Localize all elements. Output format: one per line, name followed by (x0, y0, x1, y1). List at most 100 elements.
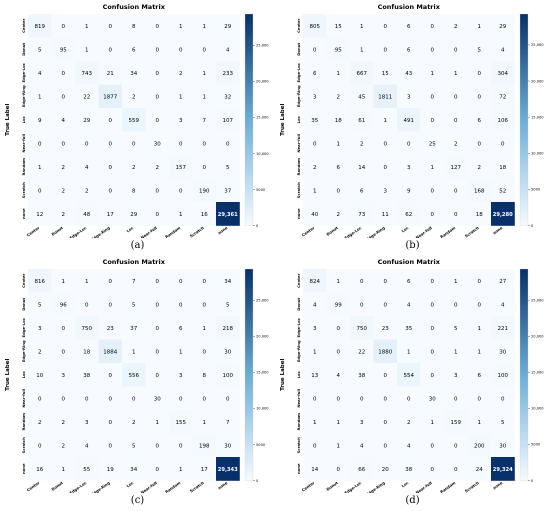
heatmap-cell-2-6 (444, 316, 468, 340)
cell-value-label: 2 (132, 420, 136, 426)
x-tick-label-none: none (217, 480, 229, 490)
cell-value-label: 1880 (378, 349, 392, 355)
cell-value-label: 0 (179, 396, 183, 402)
heatmap-cell-4-3 (98, 108, 123, 132)
heatmap-cell-3-7 (192, 84, 217, 109)
cell-value-label: 0 (478, 94, 482, 100)
heatmap-cell-4-1 (326, 108, 351, 132)
cell-value-label: 6 (337, 165, 341, 171)
x-tick-label-donut: Donut (50, 480, 64, 492)
cell-value-label: 1 (337, 71, 341, 77)
cell-value-label: 9 (407, 188, 411, 194)
heatmap-cell-2-0 (28, 61, 52, 85)
cell-value-label: 0 (384, 279, 388, 285)
heatmap-cell-1-1 (51, 37, 76, 62)
cell-value-label: 15 (382, 71, 389, 77)
heatmap-cell-7-2 (350, 178, 374, 203)
cell-value-label: 1 (179, 467, 183, 473)
cell-value-label: 1 (313, 349, 317, 355)
heatmap-cell-0-1 (51, 269, 76, 293)
heatmap-cell-2-3 (98, 61, 123, 85)
cell-value-label: 0 (179, 443, 183, 449)
heatmap-cell-2-0 (28, 316, 52, 340)
colorbar-tick-label: 25,000 (256, 44, 269, 48)
heatmap-cell-1-6 (444, 292, 468, 317)
cell-value-label: 233 (223, 71, 234, 77)
cell-value-label: 5 (226, 302, 230, 308)
heatmap-cell-8-6 (444, 202, 468, 226)
cell-value-label: 0 (109, 47, 113, 53)
cell-value-label: 1 (431, 420, 435, 426)
cell-value-label: 0 (337, 467, 341, 473)
heatmap-cell-8-5 (145, 202, 170, 226)
heatmap-cell-4-1 (326, 363, 351, 387)
cell-value-label: 38 (358, 373, 365, 379)
heatmap-cell-4-3 (373, 363, 398, 387)
cell-value-label: 0 (384, 443, 388, 449)
heatmap-cell-0-7 (467, 14, 492, 38)
cell-value-label: 35 (405, 326, 412, 332)
y-tick-label-none: none (296, 208, 301, 219)
heatmap-cell-7-7 (467, 433, 492, 458)
heatmap-cell-6-0 (303, 155, 327, 179)
cell-value-label: 2 (337, 94, 341, 100)
cell-value-label: 5 (454, 326, 458, 332)
cell-value-label: 24 (476, 467, 483, 473)
heatmap-cell-6-3 (373, 410, 398, 434)
cell-value-label: 0 (384, 420, 388, 426)
cell-value-label: 2 (478, 165, 482, 171)
heatmap-cell-3-8 (216, 339, 240, 364)
heatmap-cell-6-1 (326, 410, 351, 434)
cell-value-label: 1 (478, 24, 482, 30)
cell-value-label: 10 (36, 373, 43, 379)
x-tick-label-loc: Loc (400, 480, 409, 488)
cell-value-label: 16 (201, 212, 208, 218)
heatmap-cell-3-8 (491, 339, 515, 364)
cell-value-label: 2 (38, 349, 42, 355)
y-tick-label-random: Random (21, 413, 26, 431)
cell-value-label: 157 (176, 165, 187, 171)
cell-value-label: 3 (85, 420, 89, 426)
heatmap-cell-7-1 (51, 178, 76, 203)
cell-value-label: 0 (478, 71, 482, 77)
heatmap-cell-2-0 (303, 61, 327, 85)
cell-value-label: 0 (478, 279, 482, 285)
y-tick-label-edge-ring: Edge-Ring (21, 85, 26, 107)
heatmap-cell-3-7 (192, 339, 217, 364)
x-tick-label-center: Center (26, 225, 41, 237)
heatmap-cell-8-1 (326, 202, 351, 226)
heatmap-cell-1-4 (397, 37, 421, 62)
heatmap-cell-6-8 (216, 155, 240, 179)
cell-value-label: 0 (313, 141, 317, 147)
colorbar (244, 13, 254, 226)
heatmap-cell-0-1 (326, 269, 351, 293)
heatmap-cell-1-6 (169, 292, 193, 317)
y-tick-label-near-full: Near-full (21, 389, 26, 408)
heatmap-cell-8-4 (122, 202, 146, 226)
cell-value-label: 12 (36, 212, 43, 218)
heatmap-cell-6-0 (303, 410, 327, 434)
cell-value-label: 9 (38, 118, 42, 124)
cell-value-label: 17 (107, 212, 114, 218)
cell-value-label: 0 (431, 443, 435, 449)
y-tick-label-random: Random (21, 158, 26, 176)
cell-value-label: 2 (360, 141, 364, 147)
y-axis-label: True Label (280, 359, 286, 391)
heatmap-cell-0-0 (303, 14, 327, 38)
cell-value-label: 7 (203, 118, 207, 124)
heatmap-cell-4-4 (122, 108, 146, 132)
heatmap-cell-2-7 (192, 316, 217, 340)
cell-value-label: 32 (224, 94, 231, 100)
heatmap-cell-7-2 (350, 433, 374, 458)
cell-value-label: 35 (311, 118, 318, 124)
heatmap-cell-3-7 (467, 339, 492, 364)
heatmap-cell-1-1 (51, 292, 76, 317)
cell-value-label: 1 (478, 326, 482, 332)
heatmap-cell-3-2 (350, 84, 374, 109)
cell-value-label: 6 (407, 24, 411, 30)
heatmap-cell-7-3 (98, 433, 123, 458)
x-tick-label-edge-loc: Edge-Loc (344, 225, 363, 238)
cell-value-label: 0 (337, 326, 341, 332)
heatmap-cell-8-1 (51, 202, 76, 226)
heatmap-cell-8-8 (491, 202, 515, 226)
